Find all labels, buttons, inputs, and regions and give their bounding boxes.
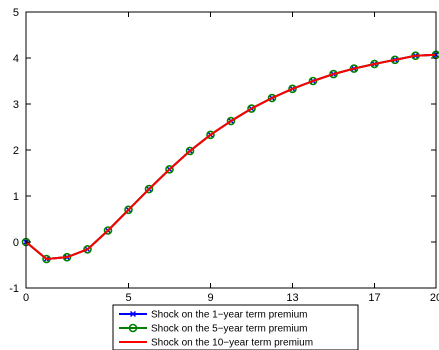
y-tick-label: 1 [13, 191, 19, 203]
data-point-circle-marker [185, 146, 195, 156]
data-point-circle-marker [288, 84, 297, 94]
legend-label: Shock on the 1−year term premium [151, 310, 307, 321]
series-line [25, 53, 437, 261]
x-tick-label: 17 [368, 292, 380, 304]
data-point-circle-marker [128, 323, 138, 333]
series-line [25, 53, 437, 261]
x-tick-label: 0 [23, 292, 29, 304]
x-tick-label: 5 [125, 292, 131, 304]
series-3 [25, 53, 437, 261]
data-point-circle-marker [165, 165, 174, 174]
legend: Shock on the 1−year term premium Shock on… [112, 304, 359, 350]
series-lines [21, 50, 439, 264]
y-tick-label: 2 [13, 145, 19, 157]
x-tick-label: 9 [207, 292, 213, 304]
y-tick-label: 0 [13, 237, 19, 249]
series-2 [21, 50, 439, 264]
data-point-circle-marker [267, 93, 277, 103]
x-tick-label: 20 [430, 292, 439, 304]
data-point-circle-marker [124, 205, 133, 215]
y-tick-label: 5 [13, 7, 19, 19]
legend-label: Shock on the 10−year term premium [151, 338, 313, 349]
y-tick-label: 4 [13, 53, 19, 65]
y-tick-label: -1 [9, 283, 19, 295]
x-tick-label: 13 [286, 292, 298, 304]
data-point-circle-marker [226, 116, 236, 126]
legend-entry: Shock on the 1−year term premium [119, 310, 307, 321]
legend-box [112, 304, 359, 350]
data-point-x-marker [129, 310, 137, 318]
axis-ticks: 0 5 9 13 17 20 -1 0 1 2 3 4 5 [9, 7, 439, 304]
legend-entry: Shock on the 5−year term premium [119, 324, 307, 335]
series-line [25, 53, 437, 261]
data-point-circle-marker [83, 245, 92, 254]
legend-entry: Shock on the 10−year term premium [119, 338, 313, 349]
series-1 [22, 51, 439, 263]
data-point-circle-marker [144, 184, 154, 194]
data-point-circle-marker [308, 76, 318, 86]
legend-label: Shock on the 5−year term premium [151, 324, 307, 335]
data-point-circle-marker [103, 226, 113, 235]
y-tick-label: 3 [13, 99, 19, 111]
data-point-circle-marker [247, 104, 256, 113]
data-point-circle-marker [206, 130, 215, 140]
